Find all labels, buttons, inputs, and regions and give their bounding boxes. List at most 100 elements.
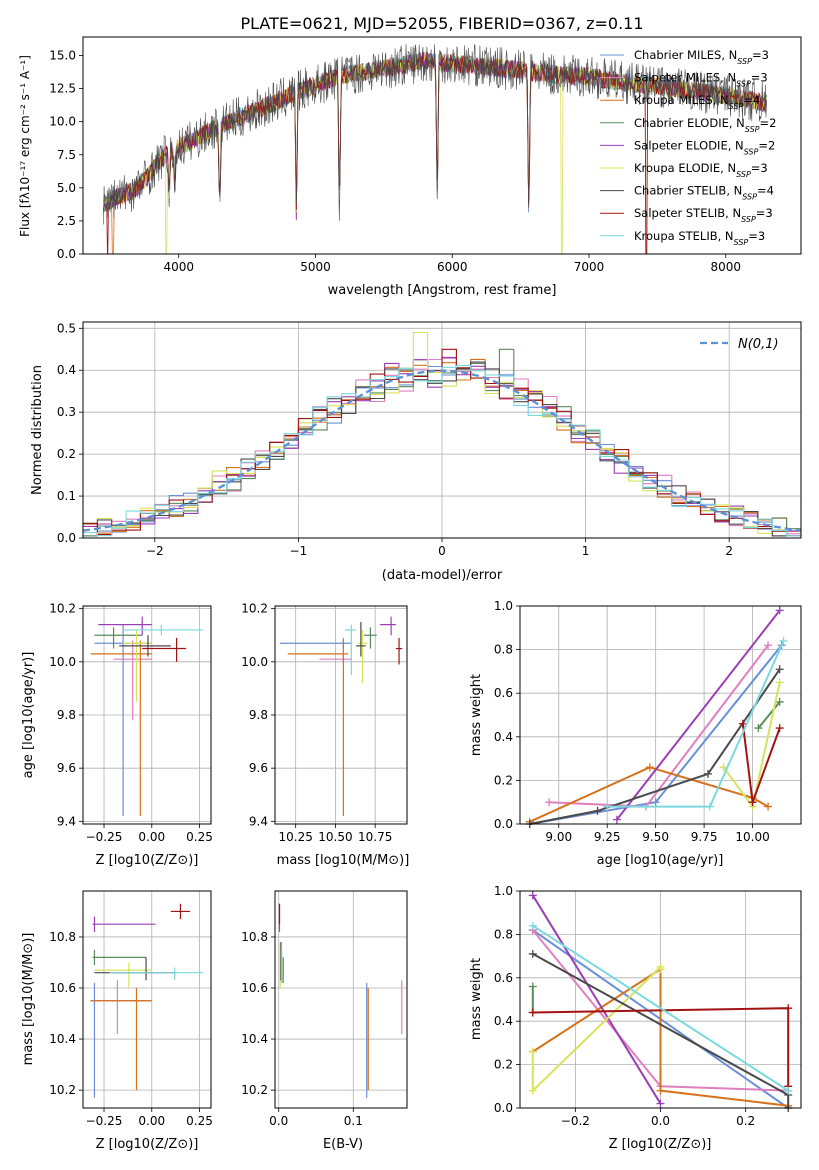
y-tick-label: 15.0: [49, 49, 76, 63]
weight-marker-kroupa-miles: [656, 1086, 665, 1095]
y-tick-label: 10.6: [49, 981, 76, 995]
spectrum-ylabel: Flux [fλ10⁻¹⁷ erg cm⁻² s⁻¹ A⁻¹]: [18, 55, 32, 237]
histogram-salpeter-stelib: [83, 348, 801, 537]
x-tick-label: 10.75: [358, 830, 392, 844]
weight-marker-chabrier-stelib: [528, 949, 537, 958]
residuals-ylabel: Normed distribution: [30, 365, 45, 495]
x-tick-label: 5000: [300, 260, 331, 274]
mass-vs-metallicity-panel: −0.25 0.00 0.25 10.2 10.4 10.6 10.8 Z [log10(Z…: [21, 890, 213, 1152]
age-vs-metallicity-xlabel: Z [log10(Z/Z⊙)]: [96, 853, 199, 868]
y-tick-label: 9.4: [57, 814, 76, 828]
y-tick-label: 10.2: [49, 602, 76, 616]
weight-line-kroupa-stelib: [532, 924, 789, 1092]
y-tick-label: 10.0: [49, 115, 76, 129]
weight-marker-chabrier-stelib: [593, 806, 602, 815]
legend-label-kroupa-miles: Kroupa MILES, NSSP=4: [634, 93, 760, 111]
y-tick-label: 0.6: [494, 971, 513, 985]
weight-line-salpeter-elodie: [616, 609, 781, 821]
weight-marker-salpeter-stelib: [775, 724, 784, 733]
age-vs-metallicity-ylabel: age [log10(age/yr)]: [21, 652, 36, 779]
x-tick-label: 6000: [437, 260, 468, 274]
y-tick-label: 9.6: [249, 761, 268, 775]
y-tick-label: 0.8: [494, 927, 513, 941]
weight-line-kroupa-miles: [532, 967, 789, 1107]
weight-marker-kroupa-stelib: [779, 636, 788, 645]
x-tick-label: 10.25: [278, 830, 312, 844]
weight-vs-age-panel: 9.00 9.25 9.50 9.75 10.000.00.20.40.60.81.0 …: [469, 599, 802, 868]
x-tick-label: −0.25: [86, 1114, 123, 1128]
weight-marker-kroupa-elodie: [656, 965, 665, 974]
x-tick-label: 0.00: [138, 830, 165, 844]
y-tick-label: 1.0: [494, 884, 513, 898]
weight-marker-kroupa-stelib: [705, 802, 714, 811]
weight-marker-chabrier-elodie: [754, 724, 763, 733]
x-tick-label: 9.75: [691, 830, 718, 844]
weight-line-salpeter-elodie: [531, 894, 662, 1105]
weight-vs-metallicity-xlabel: Z [log10(Z/Z⊙)]: [609, 1137, 712, 1152]
y-tick-label: 7.5: [57, 148, 76, 162]
y-tick-label: 0.8: [494, 643, 513, 657]
weight-marker-salpeter-miles: [764, 641, 773, 650]
x-tick-label: −0.2: [561, 1114, 590, 1128]
legend-label-salpeter-miles: Salpeter MILES, NSSP=3: [634, 71, 768, 89]
weight-marker-salpeter-miles: [545, 798, 554, 807]
y-tick-label: 12.5: [49, 82, 76, 96]
y-tick-label: 9.8: [249, 708, 268, 722]
y-tick-label: 9.6: [57, 761, 76, 775]
x-tick-label: 0.25: [186, 830, 213, 844]
weight-marker-chabrier-elodie: [528, 982, 537, 991]
x-tick-label: 9.00: [545, 830, 572, 844]
x-tick-label: 0.0: [269, 1114, 288, 1128]
weight-marker-salpeter-elodie: [656, 1099, 665, 1108]
weight-line-chabrier-elodie: [757, 701, 781, 729]
weight-vs-metallicity-panel: −0.2 0.0 0.2 0.0 0.2 0.4 0.6 0.8 1.0 Z [log10(Z/…: [469, 884, 802, 1152]
y-tick-label: 0.6: [494, 686, 513, 700]
legend-label-kroupa-stelib: Kroupa STELIB, NSSP=3: [634, 229, 765, 247]
spectrum-xlabel: wavelength [Angstrom, rest frame]: [328, 283, 557, 298]
legend-label-chabrier-stelib: Chabrier STELIB, NSSP=4: [634, 184, 774, 202]
weight-marker-kroupa-stelib: [784, 1086, 793, 1095]
x-tick-label: 0.25: [186, 1114, 213, 1128]
x-tick-label: 4000: [163, 260, 194, 274]
x-tick-label: 1: [582, 544, 590, 558]
y-tick-label: 2.5: [57, 214, 76, 228]
figure-title: PLATE=0621, MJD=52055, FIBERID=0367, z=0…: [240, 14, 643, 33]
legend-label-gaussian: N(0,1): [738, 337, 779, 352]
y-tick-label: 0.1: [57, 489, 76, 503]
y-tick-label: 10.4: [49, 1032, 76, 1046]
x-tick-label: 0.2: [736, 1114, 755, 1128]
x-tick-label: 10.00: [735, 830, 769, 844]
histogram-kroupa-stelib: [83, 365, 801, 537]
gaussian-reference-curve: [82, 369, 802, 532]
x-tick-label: 7000: [574, 260, 605, 274]
y-tick-label: 10.0: [241, 655, 268, 669]
age-vs-mass-xlabel: mass [log10(M/M⊙)]: [277, 853, 410, 868]
mass-vs-extinction-panel: 0.0 0.1 10.2 10.4 10.6 10.8 E(B-V): [241, 890, 408, 1152]
legend-label-chabrier-elodie: Chabrier ELODIE, NSSP=2: [634, 116, 776, 134]
residuals-xlabel: (data-model)/error: [382, 568, 503, 583]
histogram-chabrier-stelib: [83, 361, 801, 537]
weight-vs-age-xlabel: age [log10(age/yr)]: [597, 853, 724, 868]
y-tick-label: 0.4: [494, 1014, 513, 1028]
weight-marker-salpeter-elodie: [612, 815, 621, 824]
y-tick-label: 0.4: [494, 730, 513, 744]
x-tick-label: −0.25: [86, 830, 123, 844]
x-tick-label: 10.50: [318, 830, 352, 844]
weight-marker-kroupa-elodie: [528, 1047, 537, 1056]
x-tick-label: 2: [725, 544, 733, 558]
weight-marker-chabrier-stelib: [703, 769, 712, 778]
y-tick-label: 0.4: [57, 363, 76, 377]
x-tick-label: 0.00: [138, 1114, 165, 1128]
legend-label-chabrier-miles: Chabrier MILES, NSSP=3: [634, 48, 769, 66]
y-tick-label: 0.2: [57, 447, 76, 461]
y-tick-label: 10.6: [241, 981, 268, 995]
mass-vs-metallicity-ylabel: mass [log10(M/M⊙)]: [21, 933, 36, 1066]
y-tick-label: 0.0: [494, 1101, 513, 1115]
legend-label-salpeter-elodie: Salpeter ELODIE, NSSP=2: [634, 138, 775, 156]
y-tick-label: 0.2: [494, 1058, 513, 1072]
x-tick-label: 9.25: [594, 830, 621, 844]
x-tick-label: −1: [290, 544, 308, 558]
weight-marker-kroupa-stelib: [528, 921, 537, 930]
weight-line-chabrier-stelib: [529, 668, 781, 825]
mass-vs-extinction-xlabel: E(B-V): [323, 1137, 363, 1152]
